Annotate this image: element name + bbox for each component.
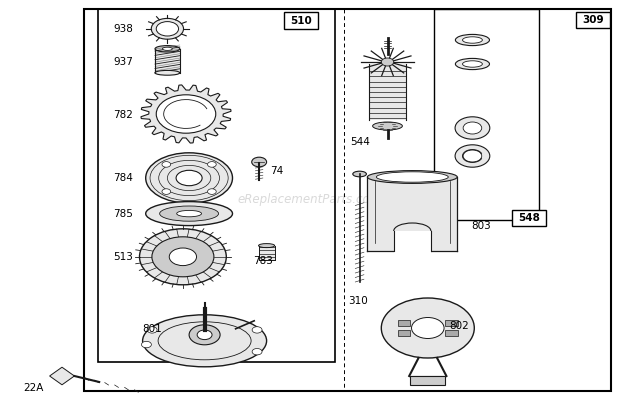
Bar <box>369 64 406 120</box>
Polygon shape <box>141 85 231 143</box>
Text: 783: 783 <box>253 256 273 266</box>
Text: 801: 801 <box>143 324 162 334</box>
Circle shape <box>208 162 216 167</box>
Circle shape <box>156 22 179 36</box>
Circle shape <box>141 341 151 348</box>
Bar <box>434 9 539 220</box>
Bar <box>398 320 410 326</box>
Circle shape <box>189 325 220 345</box>
Text: 544: 544 <box>350 137 370 147</box>
Bar <box>283 12 317 29</box>
Ellipse shape <box>367 170 458 183</box>
Bar <box>445 320 458 326</box>
Ellipse shape <box>160 206 218 221</box>
Ellipse shape <box>146 153 232 203</box>
Bar <box>575 12 609 28</box>
Circle shape <box>463 122 482 134</box>
Circle shape <box>455 117 490 139</box>
Ellipse shape <box>146 202 232 226</box>
Circle shape <box>252 327 262 333</box>
Circle shape <box>147 327 157 333</box>
Ellipse shape <box>177 210 202 217</box>
Ellipse shape <box>353 171 366 177</box>
Text: 784: 784 <box>113 173 133 183</box>
Polygon shape <box>50 367 74 385</box>
Circle shape <box>412 318 444 338</box>
Circle shape <box>162 189 170 194</box>
Ellipse shape <box>463 61 482 67</box>
Bar <box>84 9 611 391</box>
Ellipse shape <box>155 46 180 52</box>
Text: 548: 548 <box>518 213 540 223</box>
Circle shape <box>197 330 212 340</box>
Ellipse shape <box>155 70 180 75</box>
Text: 74: 74 <box>270 166 283 176</box>
Bar <box>398 330 410 336</box>
Text: 513: 513 <box>113 252 133 262</box>
Text: 782: 782 <box>113 110 133 120</box>
Ellipse shape <box>373 122 402 130</box>
Circle shape <box>151 18 184 39</box>
Ellipse shape <box>463 37 482 43</box>
Circle shape <box>381 58 394 66</box>
Circle shape <box>252 348 262 355</box>
Ellipse shape <box>143 315 267 367</box>
Circle shape <box>156 95 216 133</box>
Bar <box>259 246 275 260</box>
Text: 938: 938 <box>113 24 133 34</box>
Text: 310: 310 <box>348 296 368 306</box>
Text: 22A: 22A <box>24 383 44 393</box>
Bar <box>512 210 546 226</box>
Circle shape <box>463 150 482 162</box>
Text: 802: 802 <box>450 321 469 331</box>
Circle shape <box>152 237 214 277</box>
Text: 785: 785 <box>113 209 133 218</box>
Text: eReplacementParts.com: eReplacementParts.com <box>238 194 382 206</box>
Ellipse shape <box>176 170 202 186</box>
Ellipse shape <box>259 244 275 248</box>
Circle shape <box>208 189 216 194</box>
Circle shape <box>162 162 170 167</box>
Circle shape <box>140 229 226 285</box>
Bar <box>367 177 458 251</box>
Ellipse shape <box>376 172 448 182</box>
Bar <box>394 231 431 253</box>
Bar <box>155 49 180 73</box>
Text: 510: 510 <box>290 16 312 26</box>
Circle shape <box>169 248 197 266</box>
Ellipse shape <box>455 34 490 46</box>
Ellipse shape <box>162 47 172 50</box>
Ellipse shape <box>455 58 490 70</box>
Text: 803: 803 <box>471 221 491 231</box>
Text: 309: 309 <box>582 15 603 25</box>
Bar <box>98 9 335 362</box>
Bar <box>445 330 458 336</box>
Text: 937: 937 <box>113 57 133 67</box>
Bar <box>410 376 445 385</box>
Circle shape <box>381 298 474 358</box>
Circle shape <box>252 157 267 167</box>
Circle shape <box>455 145 490 167</box>
